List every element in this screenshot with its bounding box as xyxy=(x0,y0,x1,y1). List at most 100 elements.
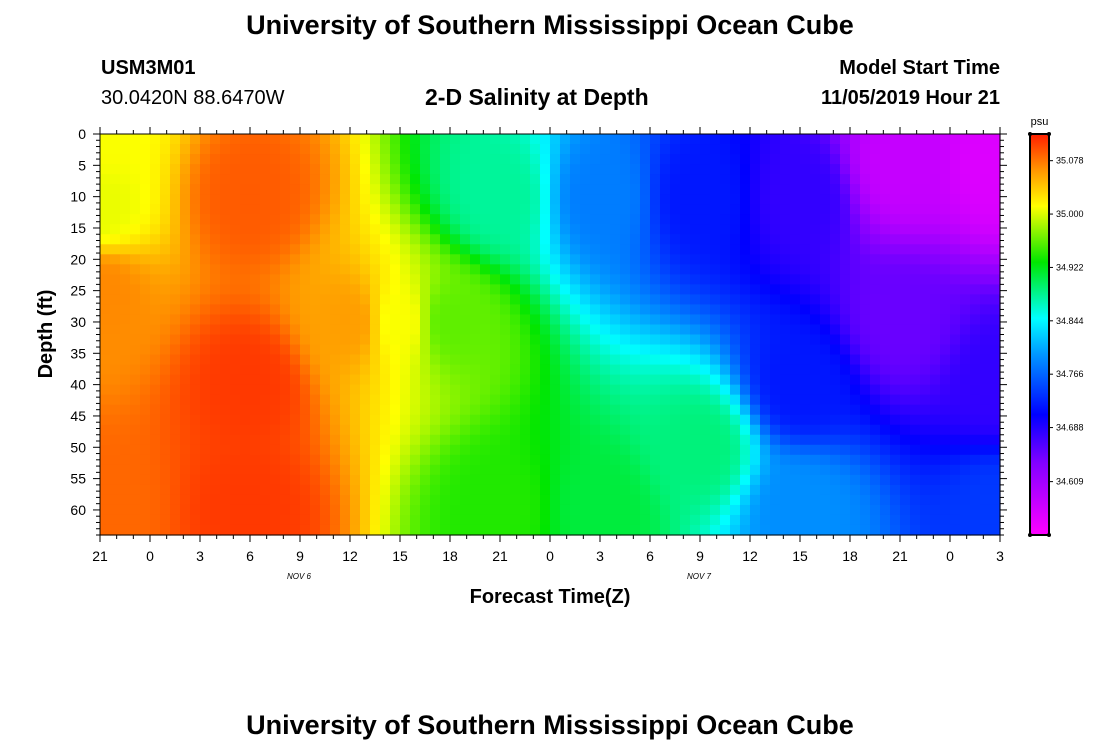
x-tick-label: 3 xyxy=(996,548,1004,564)
heat-cell xyxy=(910,354,921,366)
heat-cell xyxy=(990,294,1001,306)
heat-cell xyxy=(520,164,531,175)
heat-cell xyxy=(180,474,191,486)
heat-cell xyxy=(420,484,431,496)
heat-cell xyxy=(760,284,771,295)
heat-cell xyxy=(830,484,841,496)
heat-cell xyxy=(910,344,921,356)
heat-cell xyxy=(240,424,251,436)
heat-cell xyxy=(900,294,911,306)
heat-cell xyxy=(820,284,831,295)
heat-cell xyxy=(550,464,561,476)
heat-cell xyxy=(100,514,111,526)
heat-cell xyxy=(510,454,521,466)
heat-cell xyxy=(580,514,591,526)
heat-cell xyxy=(800,504,811,516)
heat-cell xyxy=(960,334,971,346)
heat-cell xyxy=(130,434,141,446)
heat-cell xyxy=(300,394,311,406)
heat-cell xyxy=(610,224,621,235)
heat-cell xyxy=(500,354,511,366)
heat-cell xyxy=(450,314,461,326)
heat-cell xyxy=(870,344,881,356)
heat-cell xyxy=(630,194,641,205)
heat-cell xyxy=(290,214,301,225)
heat-cell xyxy=(850,174,861,185)
heat-cell xyxy=(920,394,931,406)
heat-cell xyxy=(300,414,311,426)
heat-cell xyxy=(600,414,611,426)
heat-cell xyxy=(170,514,181,526)
heat-cell xyxy=(610,524,621,536)
heat-cell xyxy=(810,264,821,275)
heat-cell xyxy=(820,424,831,436)
heat-cell xyxy=(570,484,581,496)
heat-cell xyxy=(530,324,541,336)
heat-cell xyxy=(620,344,631,356)
heat-cell xyxy=(520,344,531,356)
heat-cell xyxy=(750,504,761,516)
heat-cell xyxy=(830,364,841,376)
heat-cell xyxy=(320,474,331,486)
heat-cell xyxy=(100,224,111,235)
heat-cell xyxy=(840,374,851,386)
heat-cell xyxy=(360,324,371,336)
heat-cell xyxy=(650,314,661,326)
heat-cell xyxy=(570,214,581,225)
heat-cell xyxy=(160,514,171,526)
heat-cell xyxy=(940,414,951,426)
heat-cell xyxy=(580,284,591,295)
heat-cell xyxy=(370,324,381,336)
heat-cell xyxy=(540,224,551,235)
heat-cell xyxy=(160,244,171,255)
heat-cell xyxy=(240,134,251,145)
heat-cell xyxy=(290,414,301,426)
heat-cell xyxy=(990,244,1001,255)
heat-cell xyxy=(220,174,231,185)
heat-cell xyxy=(810,324,821,336)
heat-cell xyxy=(410,334,421,346)
heat-cell xyxy=(280,184,291,195)
heat-cell xyxy=(470,464,481,476)
heat-cell xyxy=(450,344,461,356)
heat-cell xyxy=(360,194,371,205)
heat-cell xyxy=(910,514,921,526)
heat-cell xyxy=(220,504,231,516)
colorbar-tick-label: 34.609 xyxy=(1056,477,1084,487)
heat-cell xyxy=(980,494,991,506)
heat-cell xyxy=(980,434,991,446)
heat-cell xyxy=(240,464,251,476)
chart-subtitle: 2-D Salinity at Depth xyxy=(425,84,649,110)
heat-cell xyxy=(850,414,861,426)
heat-cell xyxy=(210,134,221,145)
heat-cell xyxy=(780,254,791,265)
heat-cell xyxy=(600,334,611,346)
heat-cell xyxy=(240,224,251,235)
heat-cell xyxy=(590,454,601,466)
heat-cell xyxy=(400,224,411,235)
heat-cell xyxy=(740,174,751,185)
heat-cell xyxy=(250,494,261,506)
heat-cell xyxy=(150,434,161,446)
heat-cell xyxy=(820,354,831,366)
heat-cell xyxy=(310,264,321,275)
heat-cell xyxy=(530,164,541,175)
heat-cell xyxy=(250,204,261,215)
heat-cell xyxy=(720,494,731,506)
heat-cell xyxy=(590,204,601,215)
heat-cell xyxy=(360,464,371,476)
heat-cell xyxy=(540,514,551,526)
heat-cell xyxy=(560,264,571,275)
heat-cell xyxy=(710,464,721,476)
heat-cell xyxy=(800,204,811,215)
heat-cell xyxy=(230,274,241,285)
heat-cell xyxy=(330,424,341,436)
heat-cell xyxy=(300,504,311,516)
heat-cell xyxy=(790,334,801,346)
heat-cell xyxy=(750,394,761,406)
heat-cell xyxy=(370,254,381,265)
heat-cell xyxy=(380,294,391,306)
heat-cell xyxy=(840,454,851,466)
heat-cell xyxy=(980,514,991,526)
heat-cell xyxy=(380,284,391,295)
